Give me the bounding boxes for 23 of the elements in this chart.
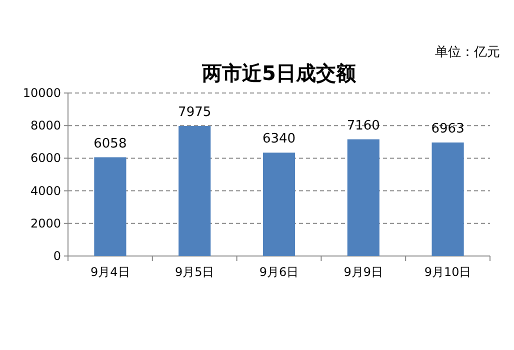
bar: [262, 152, 296, 256]
bar: [178, 126, 211, 256]
bar: [94, 157, 126, 256]
y-tick-label: 0: [53, 249, 61, 263]
x-tick-label: 9月9日: [344, 265, 384, 279]
data-label: 6963: [431, 122, 464, 137]
y-tick-label: 8000: [30, 118, 61, 133]
x-tick-label: 9月5日: [174, 265, 214, 279]
chart-title: 两市近5日成交额: [201, 61, 357, 85]
data-label: 7975: [178, 105, 212, 120]
x-tick-label: 9月4日: [90, 265, 130, 279]
y-tick-label: 6000: [30, 151, 61, 166]
y-tick-label: 10000: [22, 86, 61, 100]
x-tick-label: 9月6日: [259, 265, 299, 279]
data-label: 7160: [346, 118, 380, 134]
bar: [347, 139, 380, 256]
data-label: 6340: [262, 132, 296, 147]
x-tick-label: 9月10日: [424, 265, 472, 279]
data-label: 6058: [94, 136, 127, 152]
y-tick-label: 2000: [30, 216, 61, 230]
y-tick-label: 4000: [30, 184, 61, 198]
text: 单位：亿元: [435, 45, 500, 60]
bar: [432, 142, 464, 256]
